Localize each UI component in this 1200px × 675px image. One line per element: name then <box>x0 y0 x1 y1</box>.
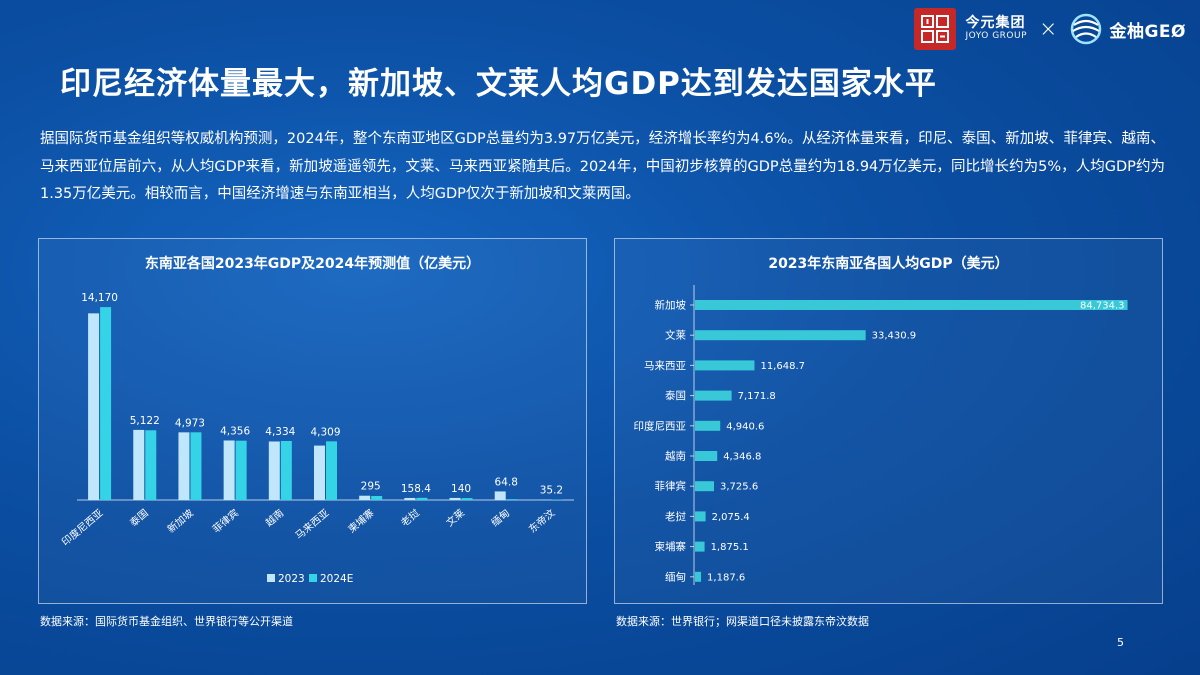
data-label: 4,309 <box>310 426 340 438</box>
category-tick-label: 马来西亚 <box>644 360 686 372</box>
intro-paragraph: 据国际货币基金组织等权威机构预测，2024年，整个东南亚地区GDP总量约为3.9… <box>40 131 1165 202</box>
legend-swatch-2023 <box>267 574 275 582</box>
bar-2024e <box>326 441 337 500</box>
category-tick-label: 马来西亚 <box>293 507 331 542</box>
page-number: 5 <box>1117 636 1124 649</box>
legend-label-2024e: 2024E <box>320 573 353 585</box>
page-title: 印尼经济体量最大，新加坡、文莱人均GDP达到发达国家水平 <box>60 66 937 102</box>
category-tick-label: 印度尼西亚 <box>634 419 687 432</box>
gdp-per-capita-bar <box>695 420 721 431</box>
category-tick-label: 泰国 <box>127 506 151 529</box>
category-tick-label: 文莱 <box>443 506 467 529</box>
bar-2024e <box>280 441 292 500</box>
gdp-per-capita-bar <box>695 451 718 461</box>
data-label: 14,170 <box>81 292 118 304</box>
category-tick-label: 菲律宾 <box>655 480 687 493</box>
legend-label-2023: 2023 <box>278 573 305 585</box>
category-tick-label: 新加坡 <box>655 299 687 312</box>
bar-2023 <box>404 497 416 500</box>
gdp-per-capita-bar-chart: 新加坡 84,734.3 文莱 33,430.9 马来西亚 11,648.7 泰国 7,171… <box>634 285 1128 585</box>
data-label: 5,122 <box>130 415 160 427</box>
category-tick-label: 老挝 <box>665 510 686 523</box>
gdp-per-capita-panel: 新加坡 84,734.3 文莱 33,430.9 马来西亚 11,648.7 泰国 7,171… <box>614 238 1163 604</box>
bar-2023 <box>494 491 506 500</box>
gdp-per-capita-bar <box>695 511 706 522</box>
gdp-chart-panel: 14,170 印度尼西亚 5,122 泰国 4,973 新加坡 4,356 菲律宾 4,334 越… <box>38 238 587 604</box>
data-label: 140 <box>451 483 471 495</box>
partner-name: 金柚GEØ <box>1109 21 1186 42</box>
bar-2023 <box>133 429 145 500</box>
data-label: 295 <box>361 481 381 493</box>
times-separator: × <box>1039 16 1058 42</box>
category-tick-label: 菲律宾 <box>210 506 241 535</box>
category-tick-label: 新加坡 <box>165 506 196 535</box>
bar-2024e <box>506 499 518 500</box>
brand-en: JOYO GROUP <box>965 30 1028 41</box>
bar-2024e <box>100 307 112 500</box>
category-tick-label: 越南 <box>665 450 686 463</box>
data-label: 2,075.4 <box>712 512 750 523</box>
gdp-chart-title: 东南亚各国2023年GDP及2024年预测值（亿美元） <box>144 256 481 272</box>
category-tick-label: 缅甸 <box>488 506 512 529</box>
data-label: 4,346.8 <box>723 452 761 463</box>
data-label: 4,940.6 <box>726 421 764 432</box>
gdp-per-capita-bar <box>695 571 702 582</box>
gdp-per-capita-bar <box>695 360 755 371</box>
data-label: 35.2 <box>540 485 563 497</box>
data-label: 4,334 <box>265 426 295 438</box>
data-label: 158.4 <box>401 483 431 495</box>
category-tick-label: 东帝汶 <box>526 506 557 535</box>
bar-2024e <box>235 440 247 500</box>
bar-2024e <box>371 495 383 500</box>
category-tick-label: 越南 <box>263 506 287 529</box>
gdp-per-capita-bar <box>695 300 1128 310</box>
bar-2024e <box>190 432 202 500</box>
data-label: 84,734.3 <box>1080 301 1125 312</box>
category-tick-label: 泰国 <box>665 389 686 402</box>
logo-area: 今元集团 JOYO GROUP × 金柚GEØ <box>913 8 1187 50</box>
joyo-brand: 今元集团 JOYO GROUP <box>965 15 1028 41</box>
category-tick-label: 柬埔寨 <box>655 540 687 553</box>
category-tick-label: 老挝 <box>398 506 422 529</box>
bar-2023 <box>178 432 190 500</box>
category-tick-label: 文莱 <box>665 329 686 342</box>
data-label: 33,430.9 <box>872 331 917 342</box>
source-note-right: 数据来源：世界银行；网渠道口径未披露东帝汶数据 <box>616 615 869 628</box>
category-tick-label: 缅甸 <box>665 570 686 583</box>
bar-2024e <box>461 498 473 500</box>
category-tick-label: 柬埔寨 <box>345 506 376 535</box>
globe-icon <box>1071 13 1102 45</box>
gdp-per-capita-bar <box>695 390 732 401</box>
joyo-seal-logo <box>913 8 956 50</box>
bar-2024e <box>145 430 157 500</box>
brand-cn: 今元集团 <box>965 15 1026 32</box>
data-label: 4,356 <box>220 425 250 437</box>
legend-swatch-2024e <box>309 574 317 582</box>
gdp-per-capita-bar <box>695 481 715 492</box>
data-label: 11,648.7 <box>760 361 805 372</box>
data-label: 64.8 <box>495 476 518 488</box>
data-label: 1,187.6 <box>707 572 745 583</box>
gdp-bar-chart: 14,170 印度尼西亚 5,122 泰国 4,973 新加坡 4,356 菲律宾 4,334 越… <box>59 292 574 585</box>
data-label: 1,875.1 <box>711 542 749 553</box>
bar-2023 <box>88 313 100 500</box>
bar-2023 <box>314 445 325 500</box>
category-tick-label: 印度尼西亚 <box>59 506 106 548</box>
data-label: 3,725.6 <box>720 482 758 493</box>
bar-2023 <box>449 497 461 500</box>
data-label: 4,973 <box>175 417 205 429</box>
data-label: 7,171.8 <box>738 391 776 402</box>
bar-2023 <box>223 440 235 500</box>
geo-brand: 金柚GEØ <box>1069 12 1186 46</box>
bar-2023 <box>268 441 280 500</box>
gdp-per-capita-bar <box>695 330 866 341</box>
gdp-per-capita-bar <box>695 541 705 552</box>
bar-2023 <box>359 495 371 500</box>
source-note-left: 数据来源：国际货币基金组织、世界银行等公开渠道 <box>40 615 293 628</box>
bar-2024e <box>416 497 428 500</box>
gdp-per-capita-chart-title: 2023年东南亚各国人均GDP（美元） <box>768 256 1009 272</box>
